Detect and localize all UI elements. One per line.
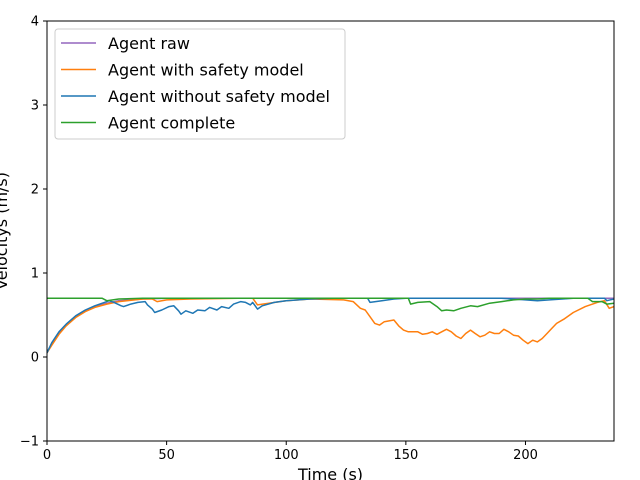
x-tick-label: 150 [393, 448, 418, 463]
x-axis-title: Time (s) [297, 465, 363, 480]
x-tick-label: 50 [158, 448, 175, 463]
legend-label: Agent with safety model [108, 61, 304, 80]
series-line-3 [47, 297, 614, 354]
y-tick-label: 3 [31, 99, 39, 114]
plot-frame [46, 20, 615, 442]
y-tick-label: 0 [31, 351, 39, 366]
legend-label: Agent complete [108, 114, 235, 133]
x-tick-label: 100 [274, 448, 299, 463]
x-tick-label: 0 [43, 448, 51, 463]
y-tick-label: 4 [31, 15, 39, 30]
series-line-2 [47, 297, 614, 354]
y-axis-title: Velocitys (m/s) [0, 172, 11, 290]
series-line-4 [47, 297, 614, 312]
y-tick-label: −1 [20, 435, 39, 450]
legend-label: Agent without safety model [108, 87, 330, 106]
x-tick-label: 200 [513, 448, 538, 463]
ticks-layer: 0 50 100 150 200 −1 0 1 2 3 4 [20, 15, 538, 464]
legend: Agent raw Agent with safety model Agent wi… [54, 28, 346, 140]
y-tick-label: 2 [31, 183, 39, 198]
legend-box [54, 28, 346, 140]
series-layer [47, 297, 614, 354]
legend-label: Agent raw [108, 34, 190, 53]
y-tick-label: 1 [31, 267, 39, 282]
